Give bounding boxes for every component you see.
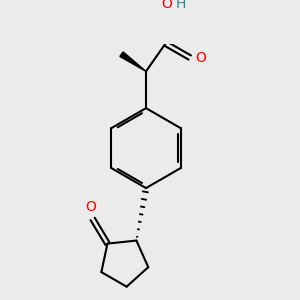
Text: O: O	[195, 50, 206, 64]
Text: O: O	[85, 200, 96, 214]
Text: H: H	[176, 0, 186, 11]
Text: O: O	[161, 0, 172, 11]
Polygon shape	[120, 52, 146, 71]
